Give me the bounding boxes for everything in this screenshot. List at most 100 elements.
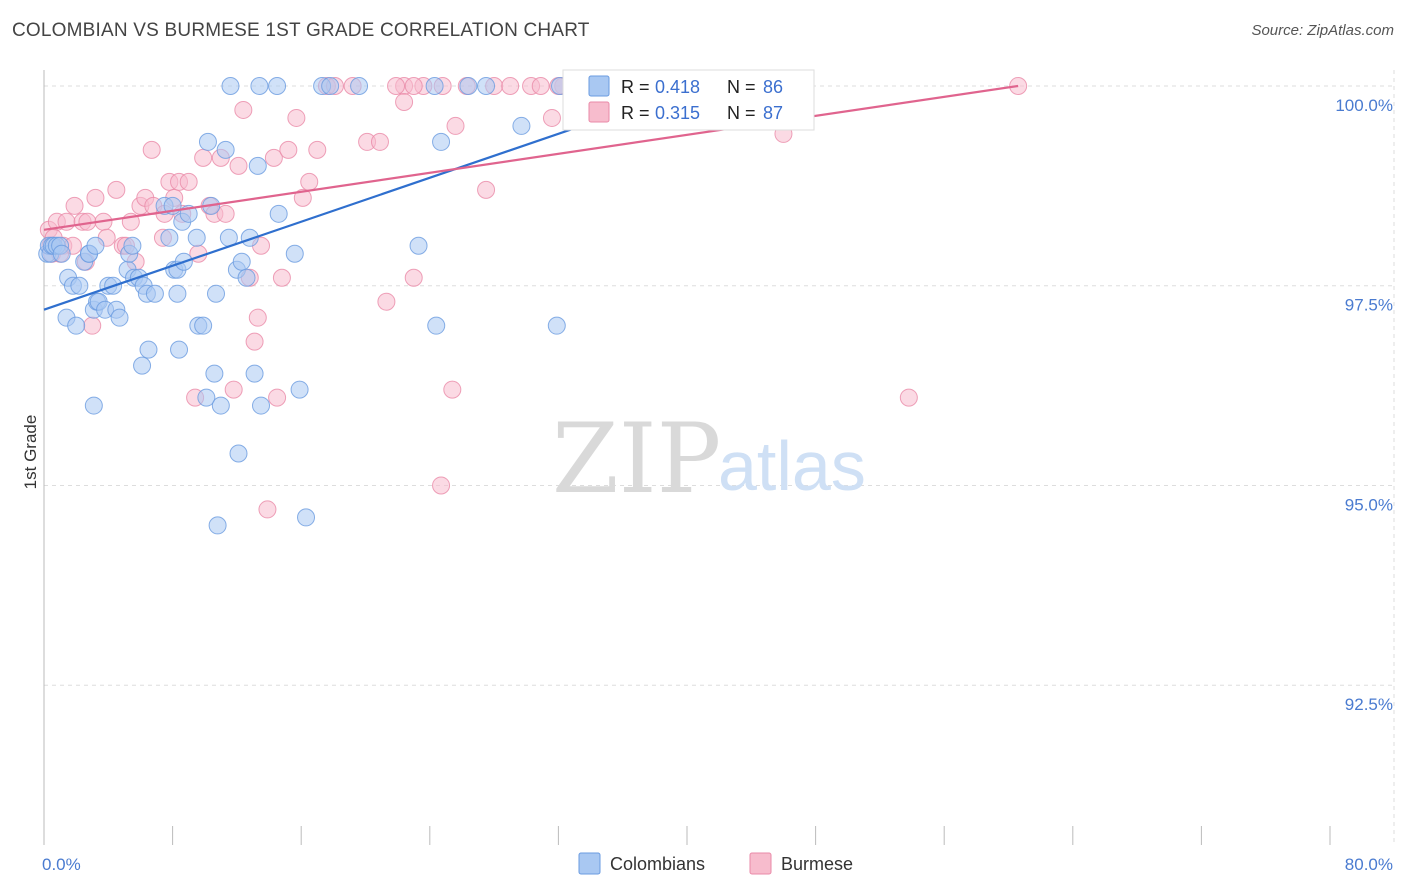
burmese-point-59 bbox=[446, 116, 465, 135]
colombians-point-79 bbox=[427, 316, 446, 335]
colombians-point-50 bbox=[187, 228, 206, 247]
burmese-point-38 bbox=[245, 332, 264, 351]
burmese-point-76 bbox=[404, 76, 423, 95]
burmese-points bbox=[39, 76, 1028, 519]
y-tick-label-1: 97.5% bbox=[1345, 296, 1393, 315]
colombians-point-63 bbox=[232, 252, 251, 271]
watermark-atlas: atlas bbox=[718, 427, 866, 505]
x-tick-label-max: 80.0% bbox=[1345, 855, 1393, 874]
colombians-point-7 bbox=[459, 76, 478, 95]
legend-r-value-1: 0.418 bbox=[655, 77, 700, 97]
colombians-point-78 bbox=[67, 316, 86, 335]
burmese-point-54 bbox=[377, 292, 396, 311]
legend-r-label-2: R = bbox=[621, 103, 650, 123]
colombians-point-75 bbox=[170, 340, 189, 359]
burmese-point-45 bbox=[287, 108, 306, 127]
colombians-point-72 bbox=[297, 508, 316, 527]
colombians-point-2 bbox=[268, 76, 287, 95]
colombians-point-68 bbox=[252, 396, 271, 415]
colombians-point-42 bbox=[160, 228, 179, 247]
burmese-trend-line bbox=[43, 84, 1019, 231]
burmese-point-80 bbox=[531, 76, 550, 95]
colombians-point-70 bbox=[285, 244, 304, 263]
y-tick-label-3: 92.5% bbox=[1345, 695, 1393, 714]
colombians-point-71 bbox=[290, 380, 309, 399]
colombians-point-6 bbox=[425, 76, 444, 95]
burmese-point-77 bbox=[387, 76, 406, 95]
colombians-point-56 bbox=[205, 364, 224, 383]
burmese-point-61 bbox=[477, 180, 496, 199]
colombians-point-1 bbox=[250, 76, 269, 95]
colombians-points bbox=[38, 76, 632, 535]
burmese-point-44 bbox=[279, 140, 298, 159]
series-legend: Colombians Burmese bbox=[578, 852, 853, 875]
burmese-point-34 bbox=[216, 204, 235, 223]
colombians-point-32 bbox=[110, 308, 129, 327]
colombians-point-0 bbox=[221, 76, 240, 95]
burmese-point-19 bbox=[142, 140, 161, 159]
bottom-legend-swatch-colombians bbox=[578, 852, 601, 875]
burmese-point-63 bbox=[501, 76, 520, 95]
burmese-point-53 bbox=[370, 132, 389, 151]
burmese-point-79 bbox=[268, 388, 287, 407]
burmese-point-41 bbox=[258, 500, 277, 519]
colombians-point-66 bbox=[245, 364, 264, 383]
burmese-point-78 bbox=[395, 92, 414, 111]
colombians-point-53 bbox=[197, 388, 216, 407]
colombians-point-62 bbox=[229, 444, 248, 463]
bottom-legend-swatch-burmese bbox=[749, 852, 772, 875]
legend-r-label-1: R = bbox=[621, 77, 650, 97]
colombians-point-67 bbox=[248, 156, 267, 175]
x-tick-label-min: 0.0% bbox=[42, 855, 81, 874]
burmese-point-56 bbox=[404, 268, 423, 287]
colombians-point-59 bbox=[216, 140, 235, 159]
legend-n-label-2: N = bbox=[727, 103, 756, 123]
colombians-point-4 bbox=[321, 76, 340, 95]
watermark-zip: ZIP bbox=[552, 403, 721, 515]
burmese-point-74 bbox=[432, 476, 451, 495]
burmese-point-10 bbox=[86, 188, 105, 207]
colombians-point-77 bbox=[208, 516, 227, 535]
colombians-point-57 bbox=[207, 284, 226, 303]
colombians-point-82 bbox=[512, 116, 531, 135]
colombians-point-58 bbox=[211, 396, 230, 415]
burmese-point-27 bbox=[179, 172, 198, 191]
legend-n-value-1: 86 bbox=[763, 77, 783, 97]
colombians-point-64 bbox=[237, 268, 256, 287]
trend-lines bbox=[43, 84, 1019, 311]
colombians-point-40 bbox=[145, 284, 164, 303]
colombians-point-46 bbox=[168, 284, 187, 303]
watermark: ZIP atlas bbox=[552, 403, 866, 515]
y-tick-label-2: 95.0% bbox=[1345, 495, 1393, 514]
legend-swatch-burmese bbox=[588, 101, 610, 123]
burmese-point-46 bbox=[293, 188, 312, 207]
source-label: Source: ZipAtlas.com bbox=[1251, 22, 1394, 39]
colombians-point-5 bbox=[350, 76, 369, 95]
colombians-point-85 bbox=[86, 236, 105, 255]
colombians-point-22 bbox=[70, 276, 89, 295]
y-axis-label: 1st Grade bbox=[21, 415, 40, 490]
burmese-point-71 bbox=[899, 388, 918, 407]
colombians-point-18 bbox=[52, 244, 71, 263]
colombians-point-54 bbox=[198, 132, 217, 151]
colombians-point-76 bbox=[84, 396, 103, 415]
burmese-point-13 bbox=[107, 180, 126, 199]
burmese-point-39 bbox=[248, 308, 267, 327]
burmese-point-47 bbox=[300, 172, 319, 191]
tick-labels: 100.0% 97.5% 95.0% 92.5% 0.0% 80.0% bbox=[42, 96, 1393, 874]
burmese-point-73 bbox=[443, 380, 462, 399]
colombians-point-81 bbox=[432, 132, 451, 151]
legend-n-value-2: 87 bbox=[763, 103, 783, 123]
stats-legend: R = 0.418 N = 86 R = 0.315 N = 87 bbox=[562, 69, 815, 131]
legend-n-label-1: N = bbox=[727, 77, 756, 97]
colombians-point-8 bbox=[477, 76, 496, 95]
burmese-point-35 bbox=[229, 156, 248, 175]
colombians-point-83 bbox=[547, 316, 566, 335]
burmese-point-75 bbox=[224, 380, 243, 399]
burmese-point-9 bbox=[83, 316, 102, 335]
legend-r-value-2: 0.315 bbox=[655, 103, 700, 123]
burmese-point-65 bbox=[542, 108, 561, 127]
colombians-point-65 bbox=[240, 228, 259, 247]
colombians-point-80 bbox=[409, 236, 428, 255]
